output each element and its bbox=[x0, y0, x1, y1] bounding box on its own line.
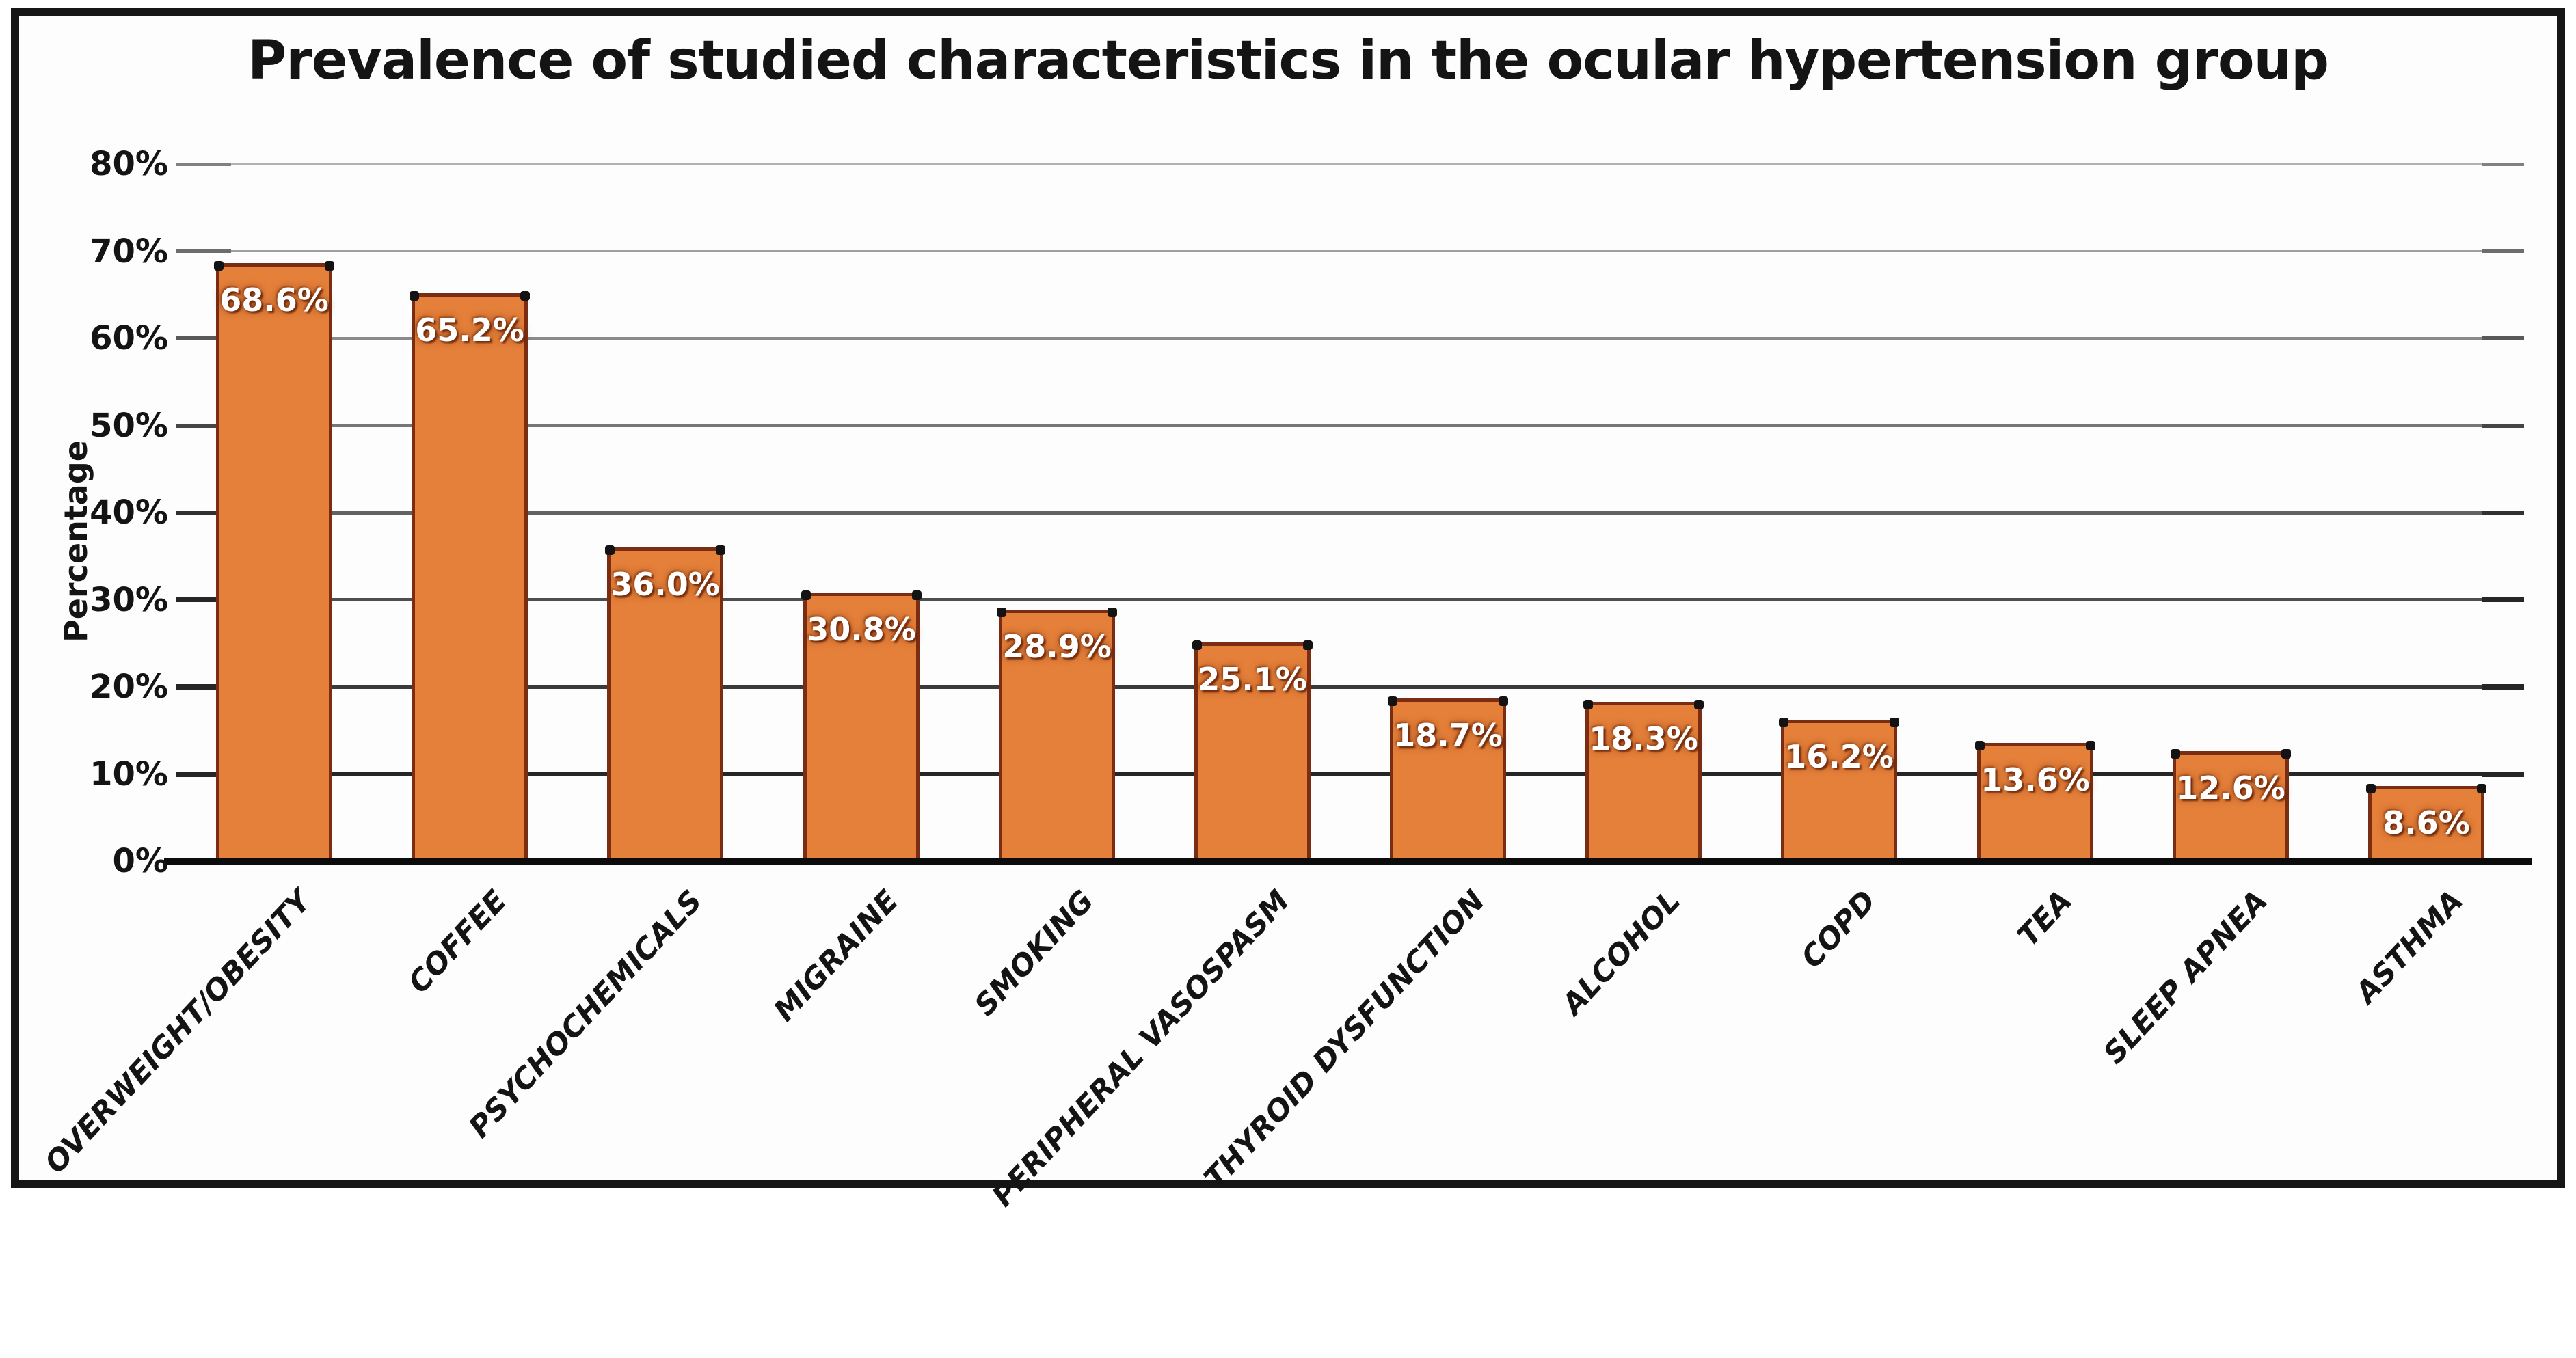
y-tick-label-30: 30% bbox=[90, 580, 168, 619]
y-tick-label-70: 70% bbox=[90, 232, 168, 271]
gridline-50 bbox=[176, 424, 2524, 427]
tick-left-50 bbox=[176, 423, 231, 428]
chart-title: Prevalence of studied characteristics in… bbox=[247, 30, 2329, 92]
bar-value-label: 16.2% bbox=[1784, 738, 1894, 775]
bar-copd: 16.2% bbox=[1779, 718, 1899, 861]
x-axis-label-peripheral-vasospasm: PERIPHERAL VASOSPASM bbox=[985, 884, 1297, 1214]
tick-left-10 bbox=[176, 771, 231, 777]
tick-right-30 bbox=[2482, 597, 2524, 602]
x-axis-label-thyroid-dysfunction: THYROID DYSFUNCTION bbox=[1197, 884, 1492, 1196]
bar-value-label: 12.6% bbox=[2176, 770, 2285, 806]
bar-value-label: 68.6% bbox=[219, 282, 329, 318]
gridline-30 bbox=[176, 598, 2524, 601]
bar-alcohol: 18.3% bbox=[1583, 700, 1704, 861]
tick-left-80 bbox=[176, 162, 231, 166]
tick-right-60 bbox=[2482, 336, 2524, 340]
tick-left-70 bbox=[176, 249, 231, 253]
plot-area: Prevalence of studied characteristics in… bbox=[38, 30, 2532, 1213]
x-axis-label-smoking: SMOKING bbox=[967, 884, 1101, 1023]
bar-value-label: 36.0% bbox=[611, 566, 720, 603]
gridline-40 bbox=[176, 511, 2524, 515]
tick-right-50 bbox=[2482, 423, 2524, 428]
x-axis-label-coffee: COFFEE bbox=[401, 884, 514, 1001]
x-axis-label-migraine: MIGRAINE bbox=[767, 884, 906, 1029]
gridline-70 bbox=[176, 250, 2524, 252]
tick-right-20 bbox=[2482, 684, 2524, 690]
bar-value-label: 8.6% bbox=[2383, 804, 2470, 841]
bar-value-label: 30.8% bbox=[807, 611, 916, 648]
bar-overweight-obesity: 68.6% bbox=[214, 261, 334, 861]
x-axis-label-alcohol: ALCOHOL bbox=[1555, 884, 1688, 1022]
bar-thyroid-dysfunction: 18.7% bbox=[1388, 696, 1508, 861]
y-tick-label-50: 50% bbox=[90, 406, 168, 445]
bar-smoking: 28.9% bbox=[997, 608, 1117, 861]
y-tick-label-0: 0% bbox=[112, 842, 169, 880]
tick-right-40 bbox=[2482, 510, 2524, 515]
bar-peripheral-vasospasm: 25.1% bbox=[1192, 640, 1313, 861]
y-axis-title: Percentage bbox=[57, 440, 94, 642]
x-axis-baseline bbox=[164, 858, 2532, 865]
bar-asthma: 8.6% bbox=[2366, 784, 2486, 861]
bar-coffee: 65.2% bbox=[410, 291, 530, 861]
tick-left-60 bbox=[176, 336, 231, 340]
x-axis-label-psychochemicals: PSYCHOCHEMICALS bbox=[462, 884, 710, 1145]
bar-value-label: 25.1% bbox=[1198, 661, 1307, 698]
y-tick-label-40: 40% bbox=[90, 493, 168, 532]
bar-value-label: 18.3% bbox=[1589, 720, 1698, 757]
bar-value-label: 18.7% bbox=[1393, 717, 1503, 754]
bar-psychochemicals: 36.0% bbox=[605, 545, 725, 861]
x-axis-label-sleep-apnea: SLEEP APNEA bbox=[2097, 884, 2275, 1071]
tick-right-80 bbox=[2482, 162, 2524, 166]
bar-migraine: 30.8% bbox=[801, 590, 922, 861]
tick-right-10 bbox=[2482, 771, 2524, 777]
bar-value-label: 13.6% bbox=[1981, 761, 2090, 798]
bar-value-label: 65.2% bbox=[415, 312, 524, 349]
gridline-60 bbox=[176, 337, 2524, 340]
tick-left-20 bbox=[176, 684, 231, 690]
tick-left-30 bbox=[176, 597, 231, 602]
y-tick-label-80: 80% bbox=[90, 145, 168, 183]
tick-left-40 bbox=[176, 510, 231, 515]
bar-sleep-apnea: 12.6% bbox=[2171, 749, 2291, 861]
gridline-20 bbox=[176, 685, 2524, 689]
x-axis-label-tea: TEA bbox=[2011, 884, 2080, 953]
tick-right-70 bbox=[2482, 249, 2524, 253]
gridline-80 bbox=[176, 163, 2524, 165]
bar-value-label: 28.9% bbox=[1002, 628, 1112, 665]
gridline-10 bbox=[176, 772, 2524, 776]
y-tick-label-60: 60% bbox=[90, 319, 168, 357]
bar-tea: 13.6% bbox=[1975, 741, 2095, 861]
x-axis-label-copd: COPD bbox=[1795, 884, 1883, 975]
y-tick-label-20: 20% bbox=[90, 668, 168, 706]
y-tick-label-10: 10% bbox=[90, 755, 168, 793]
x-axis-label-asthma: ASTHMA bbox=[2349, 884, 2471, 1010]
